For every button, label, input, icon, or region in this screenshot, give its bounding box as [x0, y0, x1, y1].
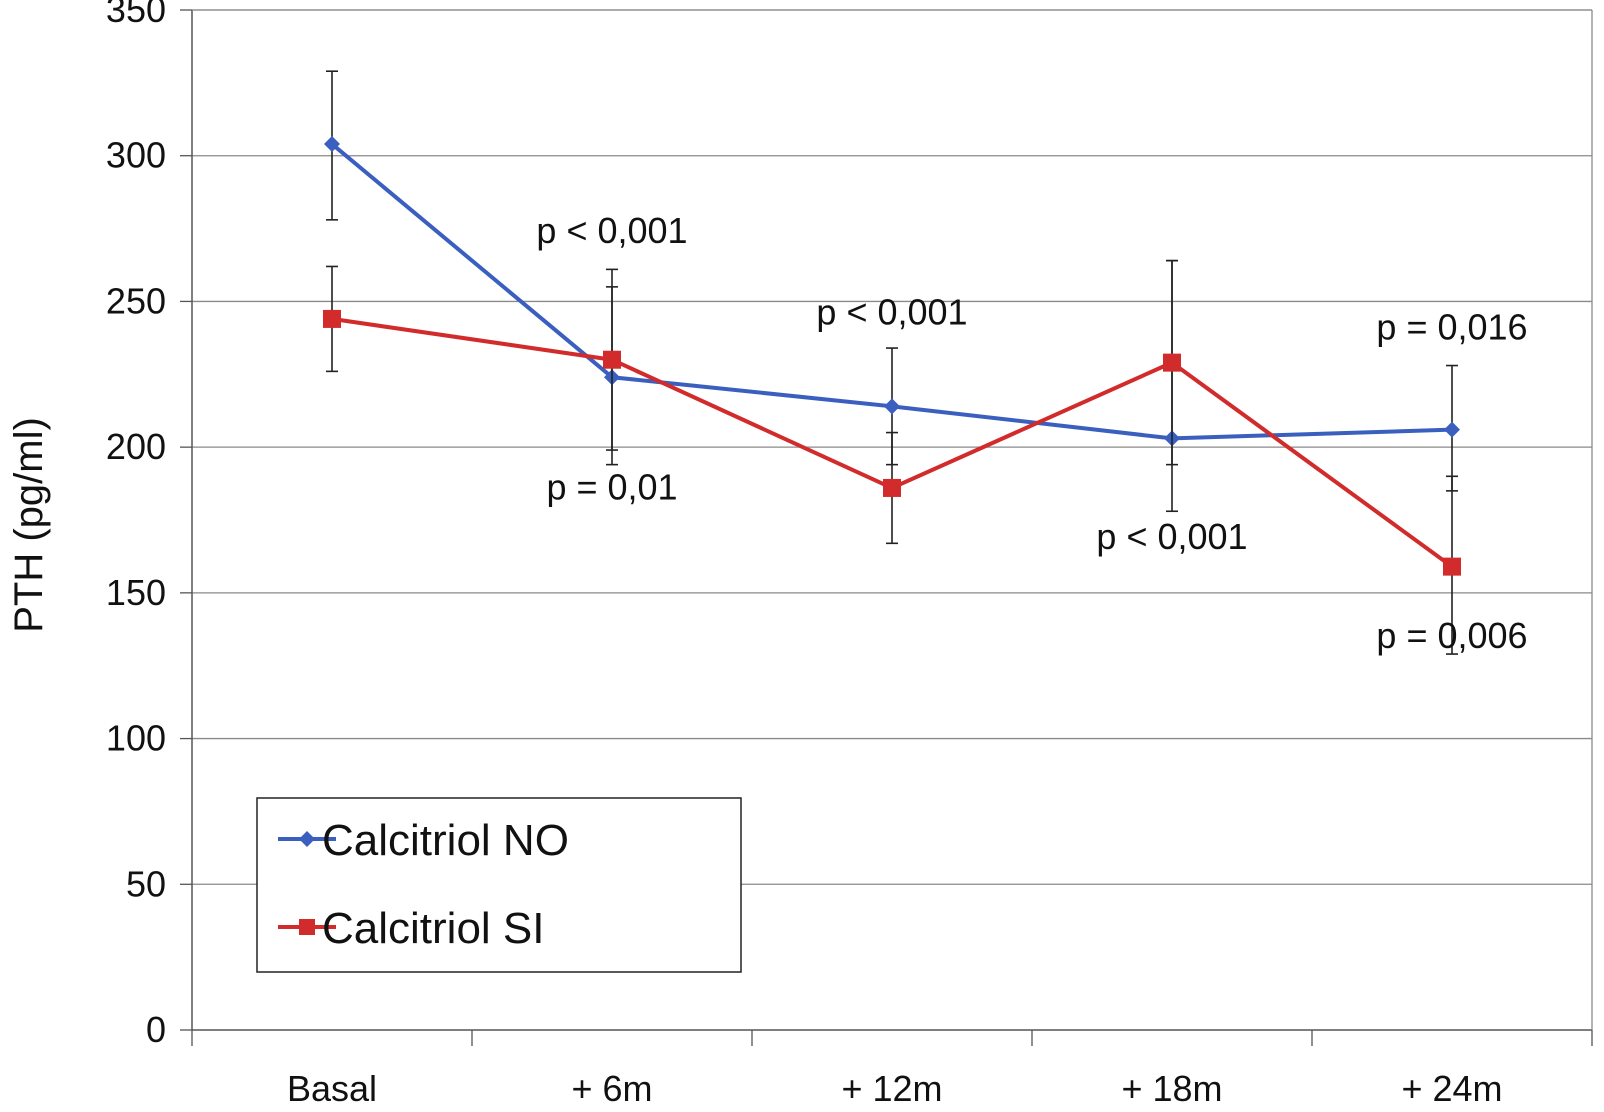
x-tick-label-24m: + 24m: [1401, 1068, 1502, 1109]
y-axis-label: PTH (pg/ml): [7, 417, 51, 633]
legend-box: [256, 797, 742, 973]
annotations: p < 0,001 p = 0,01 p < 0,001 p < 0,001 p = 0…: [536, 210, 1527, 656]
legend-marker-calcitriol-no: [299, 831, 315, 847]
legend-label-calcitriol-si: Calcitriol SI: [322, 904, 545, 953]
point-calcitriol-no-2: [884, 398, 900, 415]
point-calcitriol-si-4: [1443, 557, 1461, 576]
x-tick-label-basal: Basal: [287, 1068, 377, 1109]
p-value-annotation-1: p = 0,01: [546, 467, 677, 508]
legend-marker-calcitriol-si: [299, 919, 315, 935]
p-value-annotation-0: p < 0,001: [536, 210, 687, 251]
x-tick-label-6m: + 6m: [571, 1068, 652, 1109]
point-calcitriol-si-3: [1163, 353, 1181, 372]
y-tick-label-50: 50: [126, 863, 166, 904]
legend: Calcitriol NO Calcitriol SI: [256, 797, 742, 973]
y-tick-label-200: 200: [106, 426, 166, 467]
legend-label-calcitriol-no: Calcitriol NO: [322, 816, 569, 865]
y-tick-label-250: 250: [106, 280, 166, 321]
y-tick-label-150: 150: [106, 572, 166, 613]
axes: [180, 9, 1593, 1046]
point-calcitriol-no-0: [324, 136, 340, 153]
x-tick-label-12m: + 12m: [841, 1068, 942, 1109]
y-tick-label-0: 0: [146, 1009, 166, 1050]
legend-item-calcitriol-no: Calcitriol NO: [278, 816, 569, 865]
p-value-annotation-3: p < 0,001: [1096, 516, 1247, 557]
series-calcitriol-si: [323, 259, 1461, 655]
point-calcitriol-si-2: [883, 478, 901, 497]
x-tick-labels: Basal + 6m + 12m + 18m + 24m: [287, 1068, 1503, 1109]
y-tick-labels: 0 50 100 150 200 250 300 350: [106, 0, 166, 1050]
y-tick-label-350: 350: [106, 0, 166, 30]
point-calcitriol-no-4: [1444, 421, 1460, 438]
y-tick-label-300: 300: [106, 135, 166, 176]
point-calcitriol-si-1: [603, 350, 621, 369]
point-calcitriol-si-0: [323, 309, 341, 328]
legend-item-calcitriol-si: Calcitriol SI: [278, 904, 545, 953]
p-value-annotation-4: p = 0,016: [1376, 306, 1527, 347]
x-tick-label-18m: + 18m: [1121, 1068, 1222, 1109]
p-value-annotation-5: p = 0,006: [1376, 615, 1527, 656]
series: [323, 70, 1461, 655]
p-value-annotation-2: p < 0,001: [816, 292, 967, 333]
y-tick-label-100: 100: [106, 718, 166, 759]
